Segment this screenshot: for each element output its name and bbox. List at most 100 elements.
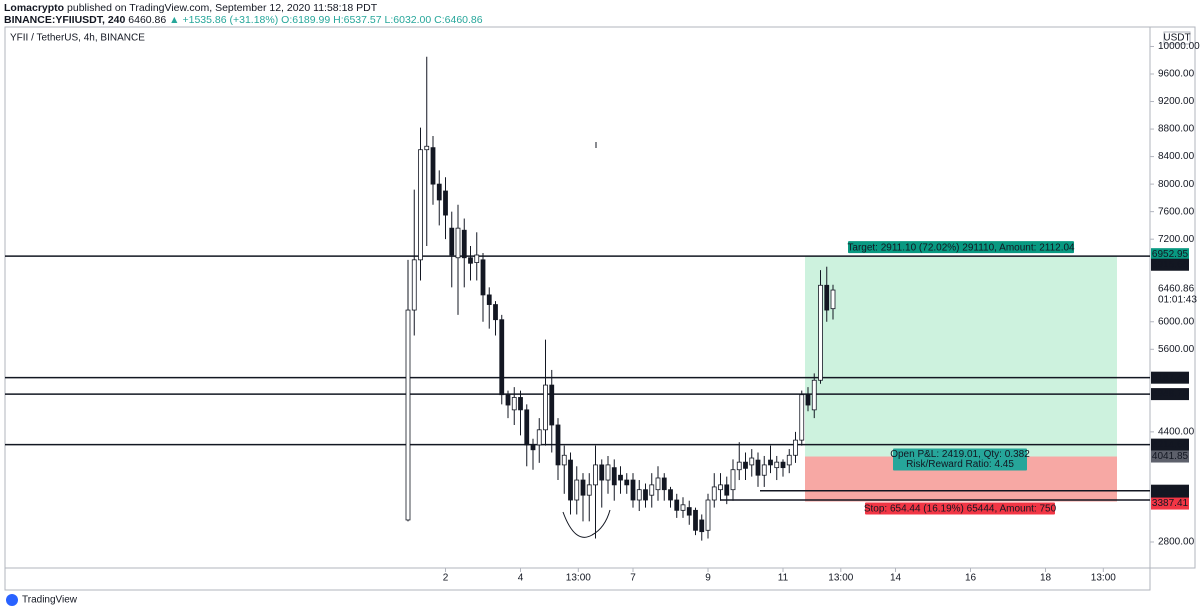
y-tick-label: 7200.00 xyxy=(1158,234,1195,245)
target-zone xyxy=(805,256,1117,457)
candle-body xyxy=(693,509,698,531)
candle-body xyxy=(524,409,530,446)
candle-body xyxy=(555,424,561,466)
candle-body xyxy=(830,289,836,310)
published: published on TradingView.com, September … xyxy=(67,2,378,14)
candle-body xyxy=(674,499,680,511)
x-tick-label: 13:00 xyxy=(1091,573,1116,584)
candle-body xyxy=(599,464,605,481)
y-tick-label: 8400.00 xyxy=(1158,151,1195,162)
x-tick-label: 2 xyxy=(443,573,449,584)
last-price: 6460.86 xyxy=(128,14,166,26)
candle-body xyxy=(455,227,461,259)
candle-body xyxy=(805,394,811,406)
price-tag-box xyxy=(1151,258,1189,271)
candle-body xyxy=(761,464,767,476)
candle-body xyxy=(405,309,411,521)
candle-body xyxy=(474,254,480,263)
time-axis xyxy=(4,567,1151,591)
x-tick-label: 13:00 xyxy=(566,573,591,584)
x-tick-label: 9 xyxy=(705,573,711,584)
x-tick-label: 16 xyxy=(965,573,977,584)
x-tick-label: 18 xyxy=(1040,573,1052,584)
level-tag xyxy=(1151,484,1189,497)
candle-body xyxy=(668,489,673,501)
level-label: 4948.79 xyxy=(1152,389,1189,400)
price-tag: 6915.65 xyxy=(1152,259,1189,270)
candle-body xyxy=(768,459,773,466)
y-tick-label: 8000.00 xyxy=(1158,179,1195,190)
tv-logo: TradingView xyxy=(6,594,78,606)
candle-body xyxy=(586,484,592,496)
target-price-tag: 6952.95 xyxy=(1152,249,1189,260)
y-tick-label: 4400.00 xyxy=(1158,427,1195,438)
author: Lomacrypto xyxy=(4,2,64,14)
pnl-box xyxy=(893,448,1027,471)
y-tick-label: 2800.00 xyxy=(1158,537,1195,548)
close: C:6460.86 xyxy=(434,14,483,26)
candle-body xyxy=(611,467,617,486)
x-tick-label: 4 xyxy=(518,573,524,584)
candle-body xyxy=(468,257,473,264)
x-tick-label: 13:00 xyxy=(828,573,853,584)
last-price-label: 6460.86 xyxy=(1158,284,1195,295)
header-line-1: Lomacrypto published on TradingView.com,… xyxy=(4,2,378,14)
candle-body xyxy=(436,183,442,201)
target-label: Target: 2911.10 (72.02%) 291110, Amount:… xyxy=(847,242,1075,253)
countdown: 01:01:43 xyxy=(1158,295,1197,306)
entry-price-tag-box xyxy=(1151,450,1189,463)
candle-body xyxy=(755,459,761,476)
x-tick-label: 14 xyxy=(890,573,902,584)
stop-label-box xyxy=(865,502,1055,515)
footer-brand: TradingView xyxy=(22,595,78,606)
candle-body xyxy=(636,489,642,501)
candle-body xyxy=(543,384,548,431)
candle-body xyxy=(518,397,523,411)
candle-body xyxy=(449,227,455,256)
candle-body xyxy=(811,379,817,411)
candle-body xyxy=(580,479,586,496)
candle-body xyxy=(736,461,742,471)
currency-box xyxy=(1163,31,1191,45)
candle-body xyxy=(661,477,667,491)
header-line-2: BINANCE:YFIIUSDT, 240 6460.86 ▲ +1535.86… xyxy=(4,14,483,26)
x-tick-label: 7 xyxy=(630,573,636,584)
candle-body xyxy=(630,479,636,501)
candle-body xyxy=(505,394,511,406)
candle-body xyxy=(493,304,498,321)
stop-label: Stop: 654.44 (16.19%) 65444, Amount: 750 xyxy=(864,504,1057,515)
candle-body xyxy=(743,461,748,469)
pnl-label: Open P&L: 2419.01, Qty: 0.382 xyxy=(890,449,1030,460)
candle-body xyxy=(530,444,536,451)
candle-body xyxy=(605,464,611,481)
y-tick-label: 9200.00 xyxy=(1158,96,1195,107)
candle-body xyxy=(549,384,555,426)
change: ▲ +1535.86 (+31.18%) xyxy=(169,14,278,26)
candle-body xyxy=(568,459,573,501)
candle-body xyxy=(799,394,805,441)
target-label-box xyxy=(848,241,1074,254)
candle-body xyxy=(486,294,492,305)
candle-body xyxy=(411,259,417,311)
candle-body xyxy=(655,477,661,491)
hand-drawn-arc xyxy=(562,509,611,538)
candle-body xyxy=(418,149,423,261)
candle-body xyxy=(749,457,755,466)
candle-body xyxy=(780,461,786,469)
candle-body xyxy=(443,190,448,216)
candle-body xyxy=(818,284,823,381)
candle-body xyxy=(593,464,598,486)
currency: USDT xyxy=(1163,33,1190,44)
high: H:6537.57 xyxy=(333,14,382,26)
candle-body xyxy=(643,489,648,501)
candle-body xyxy=(461,229,467,259)
candle-body xyxy=(561,454,567,466)
candle-body xyxy=(705,499,711,531)
stop-price-tag-box xyxy=(1151,497,1189,510)
candle-body xyxy=(774,461,780,469)
y-tick-label: 6000.00 xyxy=(1158,316,1195,327)
chart-title: YFII / TetherUS, 4h, BINANCE xyxy=(10,33,145,44)
candle-body xyxy=(430,147,436,185)
rr-label: Risk/Reward Ratio: 4.45 xyxy=(906,459,1014,470)
